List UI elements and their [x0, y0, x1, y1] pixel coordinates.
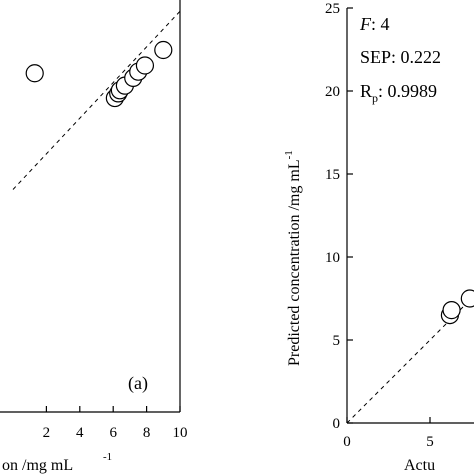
panel-a-x-tick-label: 2 — [43, 425, 51, 441]
panel-b-y-tick-label: 25 — [325, 1, 340, 17]
panel-b-y-axis-label: Predicted concentration /mg mL-1 — [283, 150, 303, 366]
panel-a-x-tick-label: 8 — [143, 425, 151, 441]
panel-a: 2 4 6 8 10 (a) on /mg mL -1 — [0, 0, 188, 474]
panel-a-x-axis-label: on /mg mL — [2, 457, 73, 474]
panel-a-data-point — [154, 40, 173, 60]
panel-b-y-tick-label: 10 — [325, 250, 340, 266]
panel-b-data-point — [442, 301, 461, 320]
panel-b-x-axis-label: Actu — [404, 457, 435, 474]
panel-b-sep-annotation: SEP: 0.222 — [360, 47, 441, 67]
panel-b-x-tick-label: 0 — [343, 434, 351, 450]
panel-a-reference-line — [12, 10, 181, 190]
panel-b-y-tick-label: 0 — [333, 416, 341, 432]
panel-b-factors-annotation: F: 4 — [359, 14, 390, 34]
panel-a-x-tick-label: 6 — [109, 425, 117, 441]
panel-b-y-tick-label: 20 — [325, 84, 340, 100]
panel-b-x-tick-label: 5 — [426, 434, 434, 450]
panel-a-label: (a) — [128, 373, 148, 394]
panel-a-x-tick-label: 10 — [173, 425, 188, 441]
panel-a-points — [25, 40, 173, 108]
panel-a-data-point — [25, 64, 44, 83]
panel-b-y-ticks: 0 5 10 15 20 25 — [325, 1, 353, 432]
panel-a-x-tick-label: 4 — [76, 425, 84, 441]
panel-a-x-ticks: 2 4 6 8 10 — [43, 406, 188, 441]
panel-b-points — [440, 289, 474, 325]
panel-b-data-point — [460, 289, 474, 308]
panel-b-rp-annotation: Rp: 0.9989 — [360, 81, 437, 105]
panel-b-y-tick-label: 15 — [325, 167, 340, 183]
panel-b-y-tick-label: 5 — [333, 333, 341, 349]
panel-a-data-point — [135, 56, 155, 75]
panel-a-x-axis-label-sup: -1 — [103, 451, 112, 463]
